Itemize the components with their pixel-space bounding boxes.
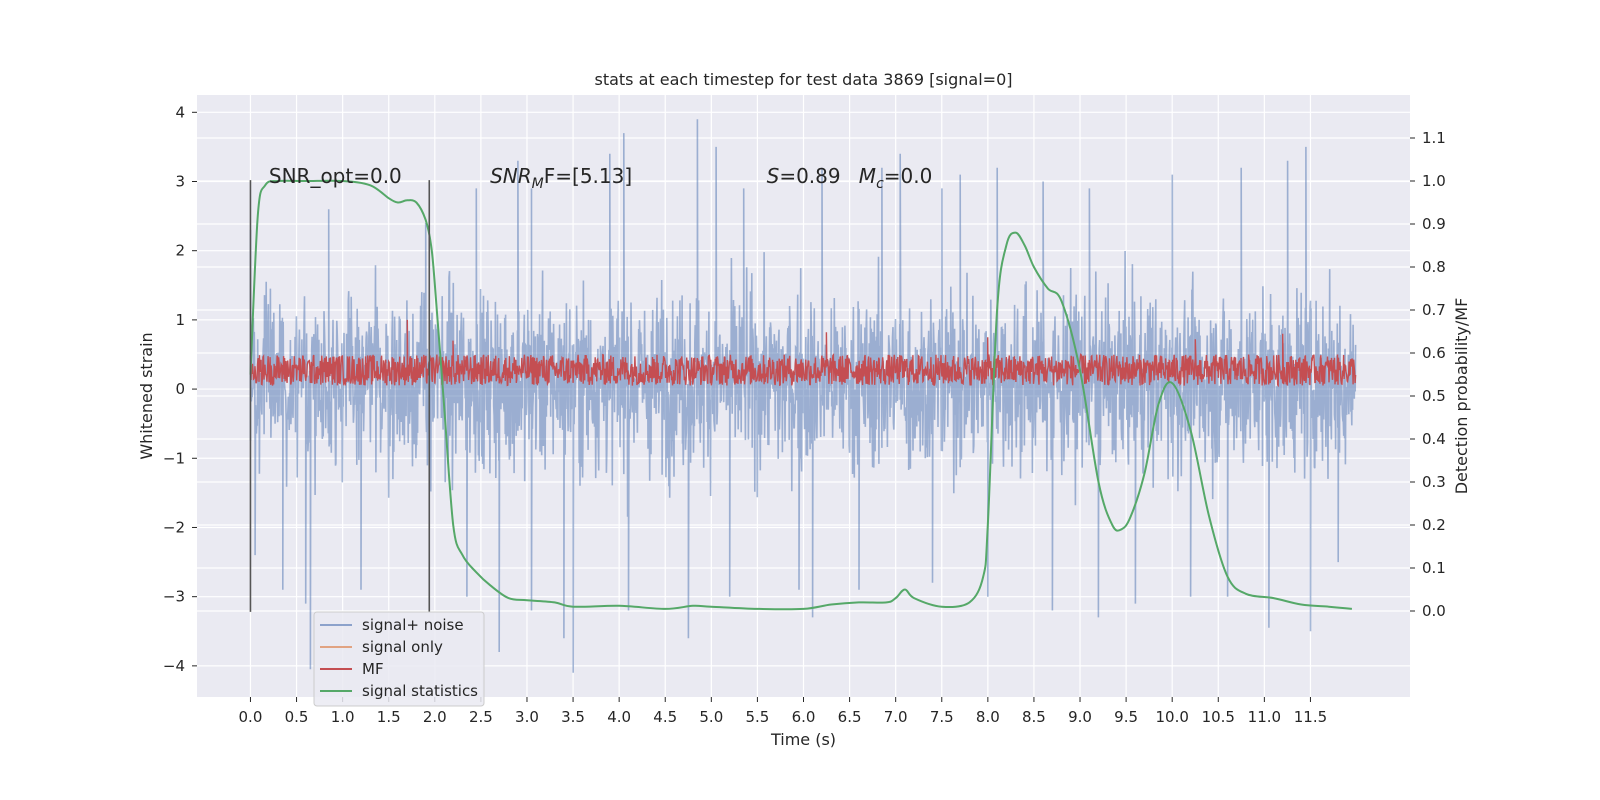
x-tick-label-9: 4.5 bbox=[653, 708, 677, 726]
yl-tick-label-2: 2 bbox=[175, 242, 185, 260]
yr-tick-label-11: 0.0 bbox=[1422, 602, 1446, 620]
annotation-mc: Mc=0.0 bbox=[859, 164, 933, 192]
yr-tick-label-6: 0.5 bbox=[1422, 387, 1446, 405]
annotation-mc-base: M bbox=[859, 164, 876, 188]
yr-tick-label-4: 0.7 bbox=[1422, 301, 1446, 319]
annotation-s-value: =0.89 bbox=[779, 164, 840, 188]
x-tick-label-19: 9.5 bbox=[1114, 708, 1138, 726]
x-tick-label-6: 3.0 bbox=[515, 708, 539, 726]
annotation-mc-sub: c bbox=[876, 176, 884, 192]
x-tick-label-4: 2.0 bbox=[423, 708, 447, 726]
axes: 0.0 0.5 1.0 1.5 2.0 2.5 3.0 3.5 4.0 4.5 5.0 5.5 6.0 6… bbox=[163, 103, 1446, 726]
x-tick-label-23: 11.5 bbox=[1294, 708, 1327, 726]
x-tick-label-21: 10.5 bbox=[1202, 708, 1235, 726]
x-tick-label-3: 1.5 bbox=[377, 708, 401, 726]
legend-label-0: signal+ noise bbox=[362, 616, 464, 634]
yl-tick-label-1: 3 bbox=[175, 172, 185, 190]
x-tick-label-12: 6.0 bbox=[792, 708, 816, 726]
x-tick-label-11: 5.5 bbox=[745, 708, 769, 726]
annotation-snr-mf-base: SNR bbox=[490, 164, 532, 188]
x-tick-label-14: 7.0 bbox=[884, 708, 908, 726]
legend-label-1: signal only bbox=[362, 638, 443, 656]
x-tick-label-0: 0.0 bbox=[239, 708, 263, 726]
series-layer bbox=[249, 119, 1357, 673]
series-clip-group bbox=[249, 119, 1357, 673]
x-tick-label-13: 6.5 bbox=[838, 708, 862, 726]
x-tick-label-2: 1.0 bbox=[331, 708, 355, 726]
x-tick-label-5: 2.5 bbox=[469, 708, 493, 726]
x-tick-label-22: 11.0 bbox=[1248, 708, 1281, 726]
yr-tick-label-2: 0.9 bbox=[1422, 215, 1446, 233]
legend-label-3: signal statistics bbox=[362, 682, 478, 700]
yr-tick-label-5: 0.6 bbox=[1422, 344, 1446, 362]
yr-tick-label-10: 0.1 bbox=[1422, 559, 1446, 577]
vertical-markers bbox=[249, 180, 431, 612]
x-axis-label: Time (s) bbox=[770, 730, 836, 749]
legend-label-2: MF bbox=[362, 660, 384, 678]
x-tick-label-16: 8.0 bbox=[976, 708, 1000, 726]
yl-tick-label-4: 0 bbox=[175, 380, 185, 398]
chart-title: stats at each timestep for test data 386… bbox=[594, 70, 1012, 89]
yl-tick-label-3: 1 bbox=[175, 311, 185, 329]
y-axis-label-left: Whitened strain bbox=[137, 332, 156, 459]
y-axis-label-right: Detection probability/MF bbox=[1452, 298, 1471, 495]
annotation-s-base: S bbox=[767, 164, 780, 188]
x-tick-label-1: 0.5 bbox=[285, 708, 309, 726]
x-tick-label-20: 10.0 bbox=[1155, 708, 1188, 726]
yr-tick-label-1: 1.0 bbox=[1422, 172, 1446, 190]
x-tick-label-18: 9.0 bbox=[1068, 708, 1092, 726]
legend-box bbox=[313, 611, 485, 707]
annotations: SNR_opt=0.0 SNRMF=[5.13] S=0.89 Mc=0.0 bbox=[269, 164, 932, 192]
legend: signal+ noise signal only MF signal statist… bbox=[313, 611, 485, 707]
annotation-snr-opt: SNR_opt=0.0 bbox=[269, 164, 402, 188]
x-tick-label-10: 5.0 bbox=[699, 708, 723, 726]
series-mf bbox=[249, 319, 1357, 388]
yl-tick-label-6: −2 bbox=[163, 518, 185, 536]
annotation-snr-mf: SNRMF=[5.13] bbox=[490, 164, 632, 192]
yl-tick-label-8: −4 bbox=[163, 657, 185, 675]
x-tick-label-7: 3.5 bbox=[561, 708, 585, 726]
yl-tick-label-7: −3 bbox=[163, 588, 185, 606]
yl-tick-label-5: −1 bbox=[163, 449, 185, 467]
yr-tick-label-3: 0.8 bbox=[1422, 258, 1446, 276]
yl-tick-label-0: 4 bbox=[175, 103, 185, 121]
annotation-snr-mf-sub: M bbox=[532, 176, 544, 192]
series-signal-statistics bbox=[249, 179, 1353, 611]
yr-tick-label-9: 0.2 bbox=[1422, 516, 1446, 534]
x-tick-label-17: 8.5 bbox=[1022, 708, 1046, 726]
yr-tick-label-7: 0.4 bbox=[1422, 430, 1446, 448]
annotation-snr-mf-value: F=[5.13] bbox=[544, 164, 632, 188]
yr-tick-label-0: 1.1 bbox=[1422, 129, 1446, 147]
series-signal-noise bbox=[249, 119, 1357, 673]
x-tick-label-8: 4.0 bbox=[607, 708, 631, 726]
annotation-s: S=0.89 bbox=[767, 164, 841, 188]
x-tick-label-15: 7.5 bbox=[930, 708, 954, 726]
yr-tick-label-8: 0.3 bbox=[1422, 473, 1446, 491]
annotation-mc-value: =0.0 bbox=[884, 164, 933, 188]
